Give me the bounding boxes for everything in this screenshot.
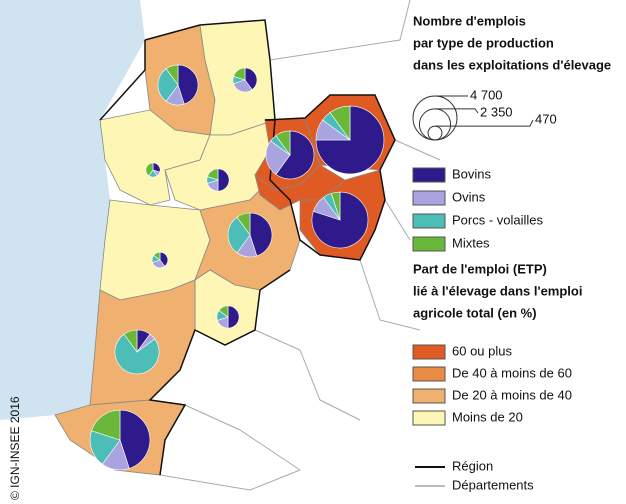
legend-swatch [412,410,446,426]
size-label: 2 350 [480,104,513,119]
legend-swatch [412,236,446,252]
region-border [148,269,291,476]
legend-label: De 20 à moins de 40 [452,387,572,402]
pie-slice [265,140,291,175]
legend-label: Porcs - volailles [452,212,544,227]
legend-label: Bovins [452,166,492,181]
pie-slice [177,64,199,105]
pie-slice [249,212,273,257]
legend-swatch [412,388,446,404]
pie-slice [244,67,258,91]
pie-slice [227,216,251,254]
legend-swatch [412,213,446,229]
pie-slice [159,251,169,267]
legend-label: Moins de 20 [452,409,523,424]
pie-slice [227,305,240,329]
pie-slice [330,191,341,221]
legend-label: De 40 à moins de 60 [452,365,572,380]
pie-slice [91,409,121,441]
pie-slice [275,130,315,180]
pie-slice [123,329,138,353]
legend-title: agricole total (en %) [413,305,537,320]
pie-slice [119,409,151,469]
legend-swatch [412,190,446,206]
pie-slice [114,333,160,375]
size-label: 4 700 [470,87,503,102]
pie-slice [153,251,161,261]
legend-label: Mixtes [452,235,490,250]
pie-slice [236,212,251,236]
leader-line [435,119,534,127]
size-label: 470 [535,111,557,126]
pie-slice [207,168,219,181]
legend-swatch [412,167,446,183]
region-border [99,40,146,121]
pie-slice [329,105,351,141]
outside-borders [159,0,441,491]
pie-slice [145,162,154,177]
legend-swatch [412,344,446,360]
pie-slice [275,130,291,156]
pie-slice [217,168,230,192]
legend-title: Part de l'emploi (ETP) [413,261,547,276]
region-border [264,94,396,261]
sea [0,0,145,420]
legend-title: Nombre d'emplois [413,13,526,28]
legend-title: par type de production [413,35,554,50]
pie-slice [157,68,179,102]
pie-slice [218,305,229,318]
credit: © IGN-INSEE 2016 [8,396,22,500]
legend-label: Départements [452,477,534,492]
legend-swatch [412,366,446,382]
legend-title: dans les exploitations d'élevage [413,57,611,72]
pie-slice [89,430,121,465]
pie-slice [165,64,179,86]
legend-title: lié à l'élevage dans l'emploi [413,283,582,298]
legend-label: 60 ou plus [452,343,512,358]
legend-label: Ovins [452,189,486,204]
pie-slice [233,67,246,81]
legend-label: Région [452,458,493,473]
leader-line [435,108,479,114]
